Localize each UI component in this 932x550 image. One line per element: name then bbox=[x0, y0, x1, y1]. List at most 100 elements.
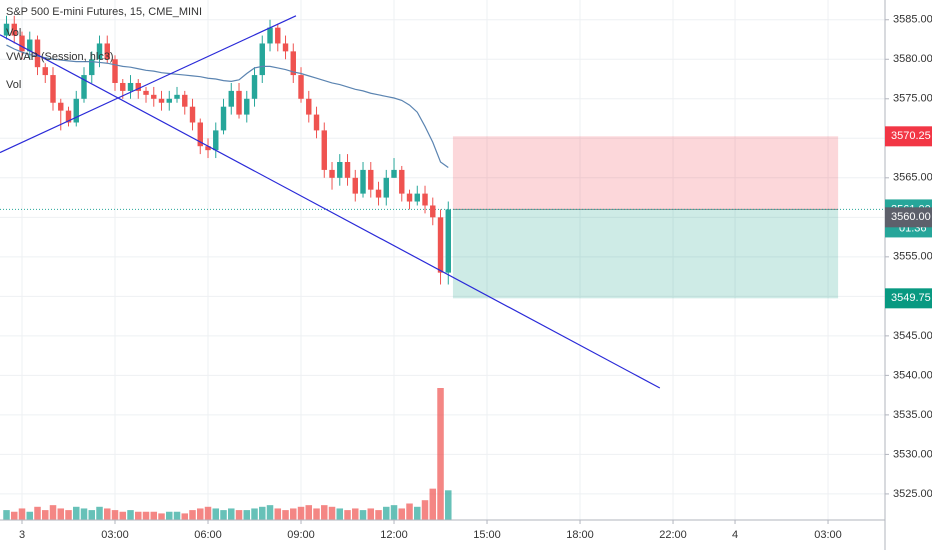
candle-body bbox=[34, 39, 41, 68]
volume-bar bbox=[344, 510, 351, 520]
candle-body bbox=[399, 169, 405, 194]
volume-bar bbox=[429, 488, 437, 520]
volume-bar bbox=[104, 508, 111, 520]
volume-bar bbox=[228, 508, 235, 520]
volume-bar bbox=[336, 508, 344, 520]
volume-bar bbox=[57, 508, 65, 520]
volume-bar bbox=[406, 503, 413, 520]
candle-body bbox=[337, 162, 343, 178]
y-tick-label: 3585.00 bbox=[893, 14, 932, 26]
x-tick-label: 03:00 bbox=[101, 529, 129, 541]
candle-body bbox=[81, 75, 87, 99]
volume-bar bbox=[181, 513, 189, 520]
y-tick-label: 3545.00 bbox=[893, 330, 932, 342]
volume-bar bbox=[26, 511, 34, 520]
candle-body bbox=[244, 98, 250, 115]
x-tick-label: 09:00 bbox=[287, 529, 315, 541]
volume-bar bbox=[259, 506, 266, 520]
volume-bar bbox=[220, 510, 227, 520]
y-tick-label: 3575.00 bbox=[893, 93, 932, 105]
candle-body bbox=[344, 162, 351, 178]
candle-body bbox=[220, 106, 227, 131]
grid bbox=[0, 0, 885, 520]
chart-title: S&P 500 E-mini Futures, 15, CME_MINI bbox=[6, 6, 202, 18]
volume-bar bbox=[359, 510, 367, 520]
y-tick-label: 3530.00 bbox=[893, 448, 932, 460]
volume-bar bbox=[421, 500, 429, 520]
volume-bar bbox=[11, 511, 18, 520]
candle-body bbox=[430, 205, 436, 218]
volume-bar bbox=[398, 508, 406, 520]
volume-bar bbox=[383, 506, 390, 520]
candle-body bbox=[368, 169, 374, 190]
price-label-box bbox=[885, 288, 932, 309]
x-tick-label: 15:00 bbox=[473, 529, 501, 541]
y-tick-label: 3580.00 bbox=[893, 53, 932, 65]
candle-body bbox=[127, 82, 134, 91]
candle-body bbox=[174, 94, 180, 99]
volume-bar bbox=[414, 506, 421, 520]
volume-bar bbox=[127, 510, 134, 520]
candle-body bbox=[360, 169, 366, 194]
volume-bar bbox=[34, 506, 41, 520]
candle-body bbox=[383, 177, 389, 198]
candle-body bbox=[11, 23, 17, 36]
x-tick-label: 22:00 bbox=[659, 529, 687, 541]
volume-bar bbox=[251, 508, 258, 520]
target-zone bbox=[452, 209, 839, 299]
x-tick-label: 3 bbox=[19, 529, 25, 541]
candle-body bbox=[205, 146, 211, 151]
candle-body bbox=[143, 90, 149, 95]
vwap-line bbox=[6, 44, 449, 169]
volume-bar bbox=[158, 513, 165, 520]
axes: 3525.003530.003535.003540.003545.003550.… bbox=[19, 14, 932, 541]
volume-bar bbox=[375, 510, 382, 520]
x-tick-label: 12:00 bbox=[380, 529, 408, 541]
candle-body bbox=[42, 67, 48, 76]
candle-body bbox=[445, 209, 451, 273]
volume-bar bbox=[328, 506, 336, 520]
candle-body bbox=[182, 94, 188, 107]
candle-body bbox=[313, 114, 320, 131]
x-tick-label: 4 bbox=[732, 529, 738, 541]
candle-body bbox=[406, 193, 413, 202]
plot bbox=[0, 15, 885, 520]
volume-bar bbox=[119, 511, 127, 520]
candle-body bbox=[329, 169, 335, 178]
candle-body bbox=[120, 82, 126, 91]
trend-line bbox=[0, 15, 297, 154]
candle-body bbox=[96, 43, 103, 60]
volume-bar bbox=[352, 508, 359, 520]
volume-bar bbox=[135, 511, 142, 520]
candle-body bbox=[298, 75, 304, 99]
candle-body bbox=[228, 90, 234, 107]
candle-body bbox=[275, 27, 281, 44]
indicator-label: Vol bbox=[6, 27, 21, 39]
volume-bar bbox=[173, 511, 181, 520]
volume-bar bbox=[445, 490, 452, 520]
candle-body bbox=[50, 75, 56, 103]
candle-body bbox=[422, 193, 428, 206]
candle-body bbox=[290, 51, 296, 76]
candle-body bbox=[375, 189, 382, 198]
volume-bar bbox=[88, 510, 96, 520]
volume-bar bbox=[166, 511, 173, 520]
volume-bar bbox=[3, 510, 10, 520]
candle-body bbox=[236, 90, 242, 115]
x-tick-label: 06:00 bbox=[194, 529, 222, 541]
indicator-label: Vol bbox=[6, 79, 21, 91]
candle-body bbox=[135, 82, 141, 91]
volume-bar bbox=[367, 508, 375, 520]
candle-body bbox=[89, 59, 95, 76]
volume-bar bbox=[290, 508, 297, 520]
volume-bar bbox=[313, 508, 320, 520]
price-label: 3549.75 bbox=[891, 292, 931, 304]
candle-body bbox=[58, 102, 64, 111]
indicator-label: VWAP (Session, hlc3) bbox=[6, 51, 114, 63]
volume-bar bbox=[96, 506, 103, 520]
volume-bar bbox=[49, 505, 57, 520]
candle-body bbox=[112, 59, 118, 83]
volume-bar bbox=[18, 508, 26, 520]
